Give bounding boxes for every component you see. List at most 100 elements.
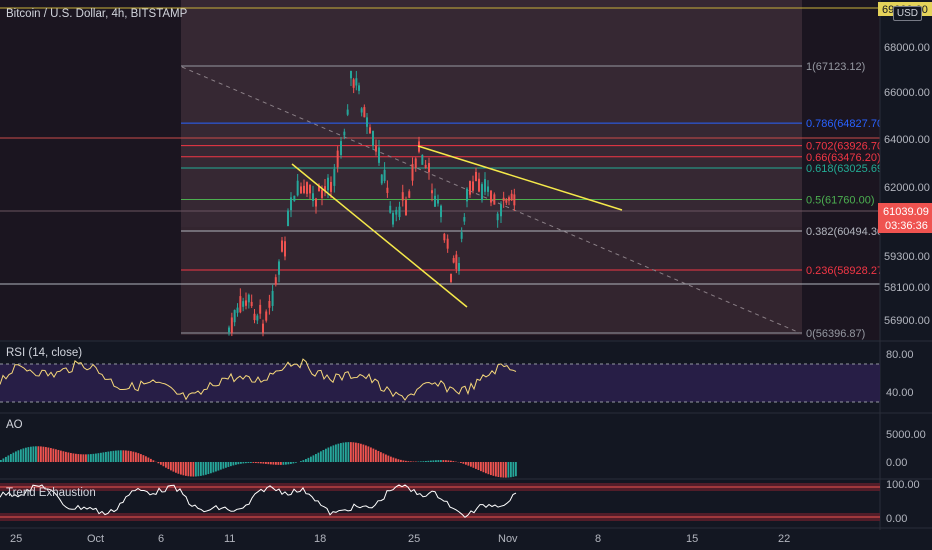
ao-bar [215, 462, 217, 472]
rsi-title: RSI (14, close) [6, 347, 83, 359]
ao-bar [110, 451, 112, 462]
wedge-resistance-trendline[interactable] [417, 145, 623, 211]
ao-bar [12, 452, 15, 462]
ao-bar [35, 446, 37, 462]
ao-bar [55, 449, 57, 462]
ao-bar [307, 457, 310, 462]
ao-bar [420, 461, 422, 462]
ao-bar [285, 462, 287, 465]
ao-bar [130, 451, 132, 462]
ao-bar [272, 462, 275, 465]
ao-bar [385, 454, 387, 462]
ao-bar [62, 451, 65, 462]
ao-bar [402, 460, 405, 462]
ao-bar [45, 447, 47, 462]
ao-bar [270, 462, 272, 465]
ao-bar [400, 459, 402, 462]
ao-bar [290, 462, 292, 464]
ao-bar [200, 462, 202, 476]
ao-bar [317, 452, 320, 462]
ao-bar [377, 450, 380, 462]
price-tick: 68000.00 [884, 42, 930, 54]
ao-bar [405, 460, 407, 462]
trend-tick: 0.00 [886, 513, 907, 525]
price-tick: 64000.00 [884, 134, 930, 146]
ao-bar [92, 453, 95, 462]
ao-bar [445, 460, 447, 462]
price-tick: 56900.00 [884, 315, 930, 327]
ao-bar [495, 462, 497, 477]
ao-bar [362, 444, 365, 462]
ao-bar [15, 451, 17, 462]
fib-label: 0.66(63476.20) [806, 152, 881, 164]
wedge-upper-trendline[interactable] [291, 163, 468, 308]
ao-bar [230, 462, 232, 467]
ao-bar [310, 456, 312, 462]
ao-bar [182, 462, 185, 476]
ao-bar [177, 462, 180, 474]
ao-bar [77, 454, 80, 462]
ao-bar [350, 442, 352, 462]
ao-bar [300, 461, 302, 462]
ao-bar [22, 448, 25, 462]
time-axis[interactable]: 25 Oct 6 11 18 25 Nov 8 15 22 [10, 533, 790, 545]
ao-bar [475, 462, 477, 469]
ao-bar [322, 450, 325, 462]
ao-bar [407, 461, 410, 462]
fib-zone-lower [181, 227, 802, 335]
ao-bar [122, 450, 125, 462]
ao-bar [305, 459, 307, 462]
ao-bar [147, 457, 150, 462]
price-axis[interactable] [880, 0, 932, 530]
ao-bar [160, 462, 162, 465]
ao-bar [42, 446, 45, 462]
fib-label: 0.5(61760.00) [806, 194, 875, 206]
ao-bar [472, 462, 475, 468]
ao-bar [370, 447, 372, 462]
ao-bar [515, 462, 517, 477]
fib-label: 0(56396.87) [806, 328, 865, 340]
ao-bar [112, 450, 115, 462]
ao-bar [372, 448, 375, 462]
ao-bar [37, 446, 40, 462]
ao-bar [450, 460, 452, 462]
rsi-tick: 40.00 [886, 387, 914, 399]
ao-bar [312, 455, 315, 462]
ao-bar [367, 446, 370, 462]
ao-bar [512, 462, 515, 477]
ao-bar [5, 456, 7, 462]
ao-bar [275, 462, 277, 465]
ao-bar [277, 462, 280, 465]
rsi-line [0, 358, 517, 401]
ao-bar [115, 450, 117, 462]
ao-bar [127, 450, 130, 462]
ao-bar [170, 462, 172, 471]
ao-bar [235, 462, 237, 465]
ao-bar [442, 460, 445, 462]
ao-bar [425, 461, 427, 462]
ao-bar [417, 461, 420, 462]
ao-bar [440, 460, 442, 462]
ao-bar [397, 459, 400, 462]
ao-bar [20, 449, 22, 462]
trend-exhaustion-line [0, 484, 517, 518]
ao-bar [0, 460, 2, 462]
currency-button[interactable]: USD [892, 6, 922, 21]
ao-bar [477, 462, 480, 471]
ao-bar [260, 462, 262, 464]
ao-bar [105, 451, 107, 462]
ao-bar [190, 462, 192, 477]
fib-label: 0.382(60494.30) [806, 226, 887, 238]
ao-bar [430, 460, 432, 462]
ao-bar [255, 462, 257, 464]
time-tick: Oct [87, 533, 104, 545]
ao-bar [195, 462, 197, 477]
ao-bar [227, 462, 230, 467]
ao-bar [360, 443, 362, 462]
last-price-badge [878, 203, 932, 233]
ao-bar [315, 454, 317, 462]
ao-bar [57, 449, 60, 462]
ao-bar [10, 454, 12, 462]
ao-bar [342, 442, 345, 462]
